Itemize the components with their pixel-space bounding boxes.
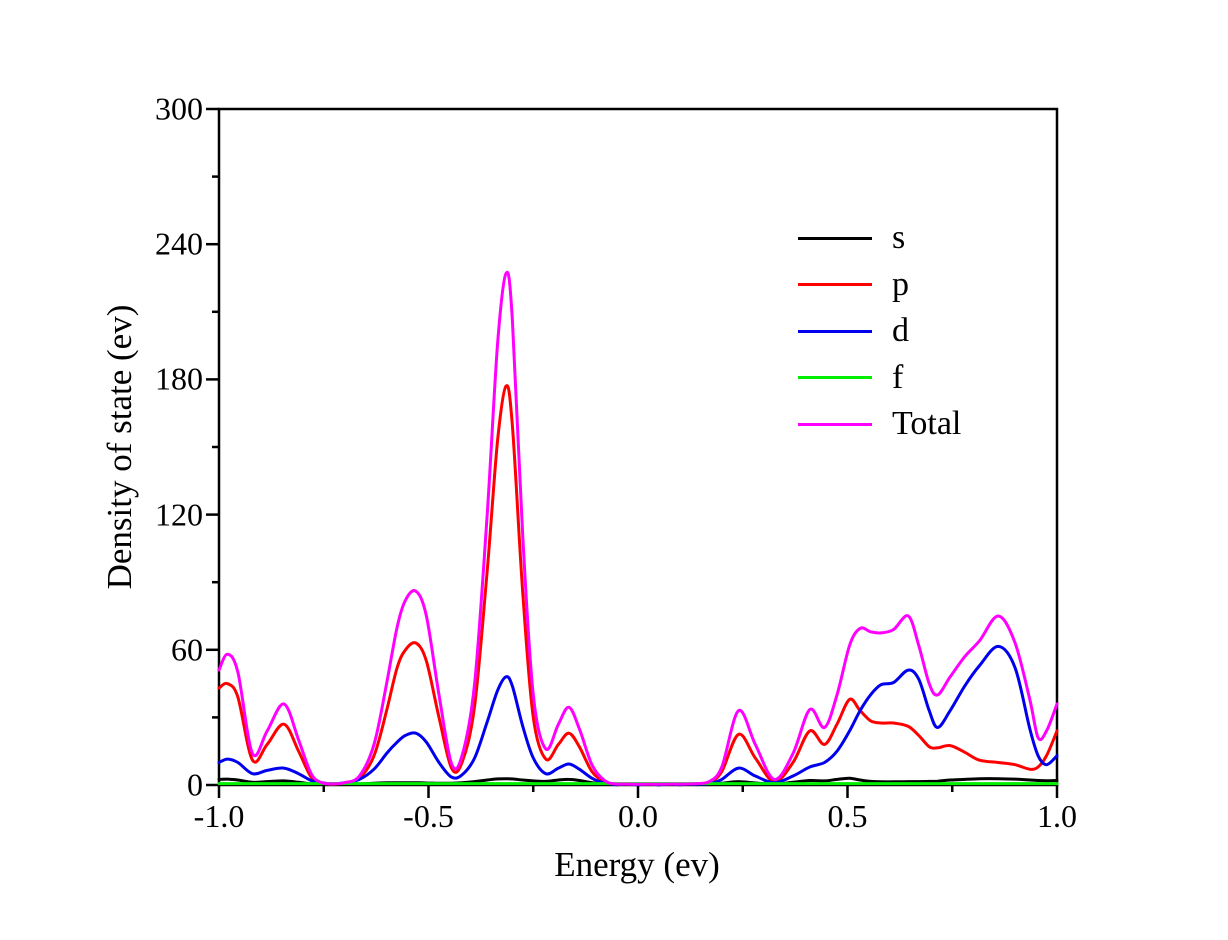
legend-label: f: [892, 358, 904, 396]
legend-swatch-f: [798, 376, 872, 379]
x-tick-label: -1.0: [193, 798, 245, 834]
y-tick-label: 60: [171, 631, 203, 668]
x-tick-label: -0.5: [403, 798, 454, 834]
legend-label: Total: [892, 405, 962, 442]
y-axis-title: Density of state (ev): [100, 304, 139, 590]
curve-d: [217, 644, 1059, 787]
x-tick-label: 1.0: [1037, 798, 1077, 834]
y-tick-label: 180: [155, 360, 203, 397]
y-tick-label: 120: [155, 496, 203, 533]
legend-swatch-p: [798, 283, 872, 286]
legend-item-s: s: [798, 215, 905, 261]
y-tick-label: 0: [187, 766, 203, 803]
plot-frame: [217, 107, 1059, 787]
legend-item-total: Total: [798, 401, 961, 447]
legend-item-f: f: [798, 355, 903, 401]
legend-label: s: [892, 219, 906, 256]
x-tick-label: 0.0: [618, 798, 658, 834]
legend-item-p: p: [798, 262, 909, 308]
legend-item-d: d: [798, 308, 909, 354]
legend-label: p: [892, 265, 909, 303]
legend-swatch-s: [798, 236, 872, 240]
x-tick-label: 0.5: [827, 798, 868, 834]
legend-swatch-total: [798, 422, 872, 426]
y-tick-label: 300: [155, 90, 203, 127]
legend-swatch-d: [798, 329, 872, 333]
curve-total: [217, 270, 1059, 786]
y-tick-label: 240: [155, 225, 203, 262]
legend-label: d: [892, 312, 909, 349]
x-axis-title: Energy (ev): [554, 845, 720, 884]
